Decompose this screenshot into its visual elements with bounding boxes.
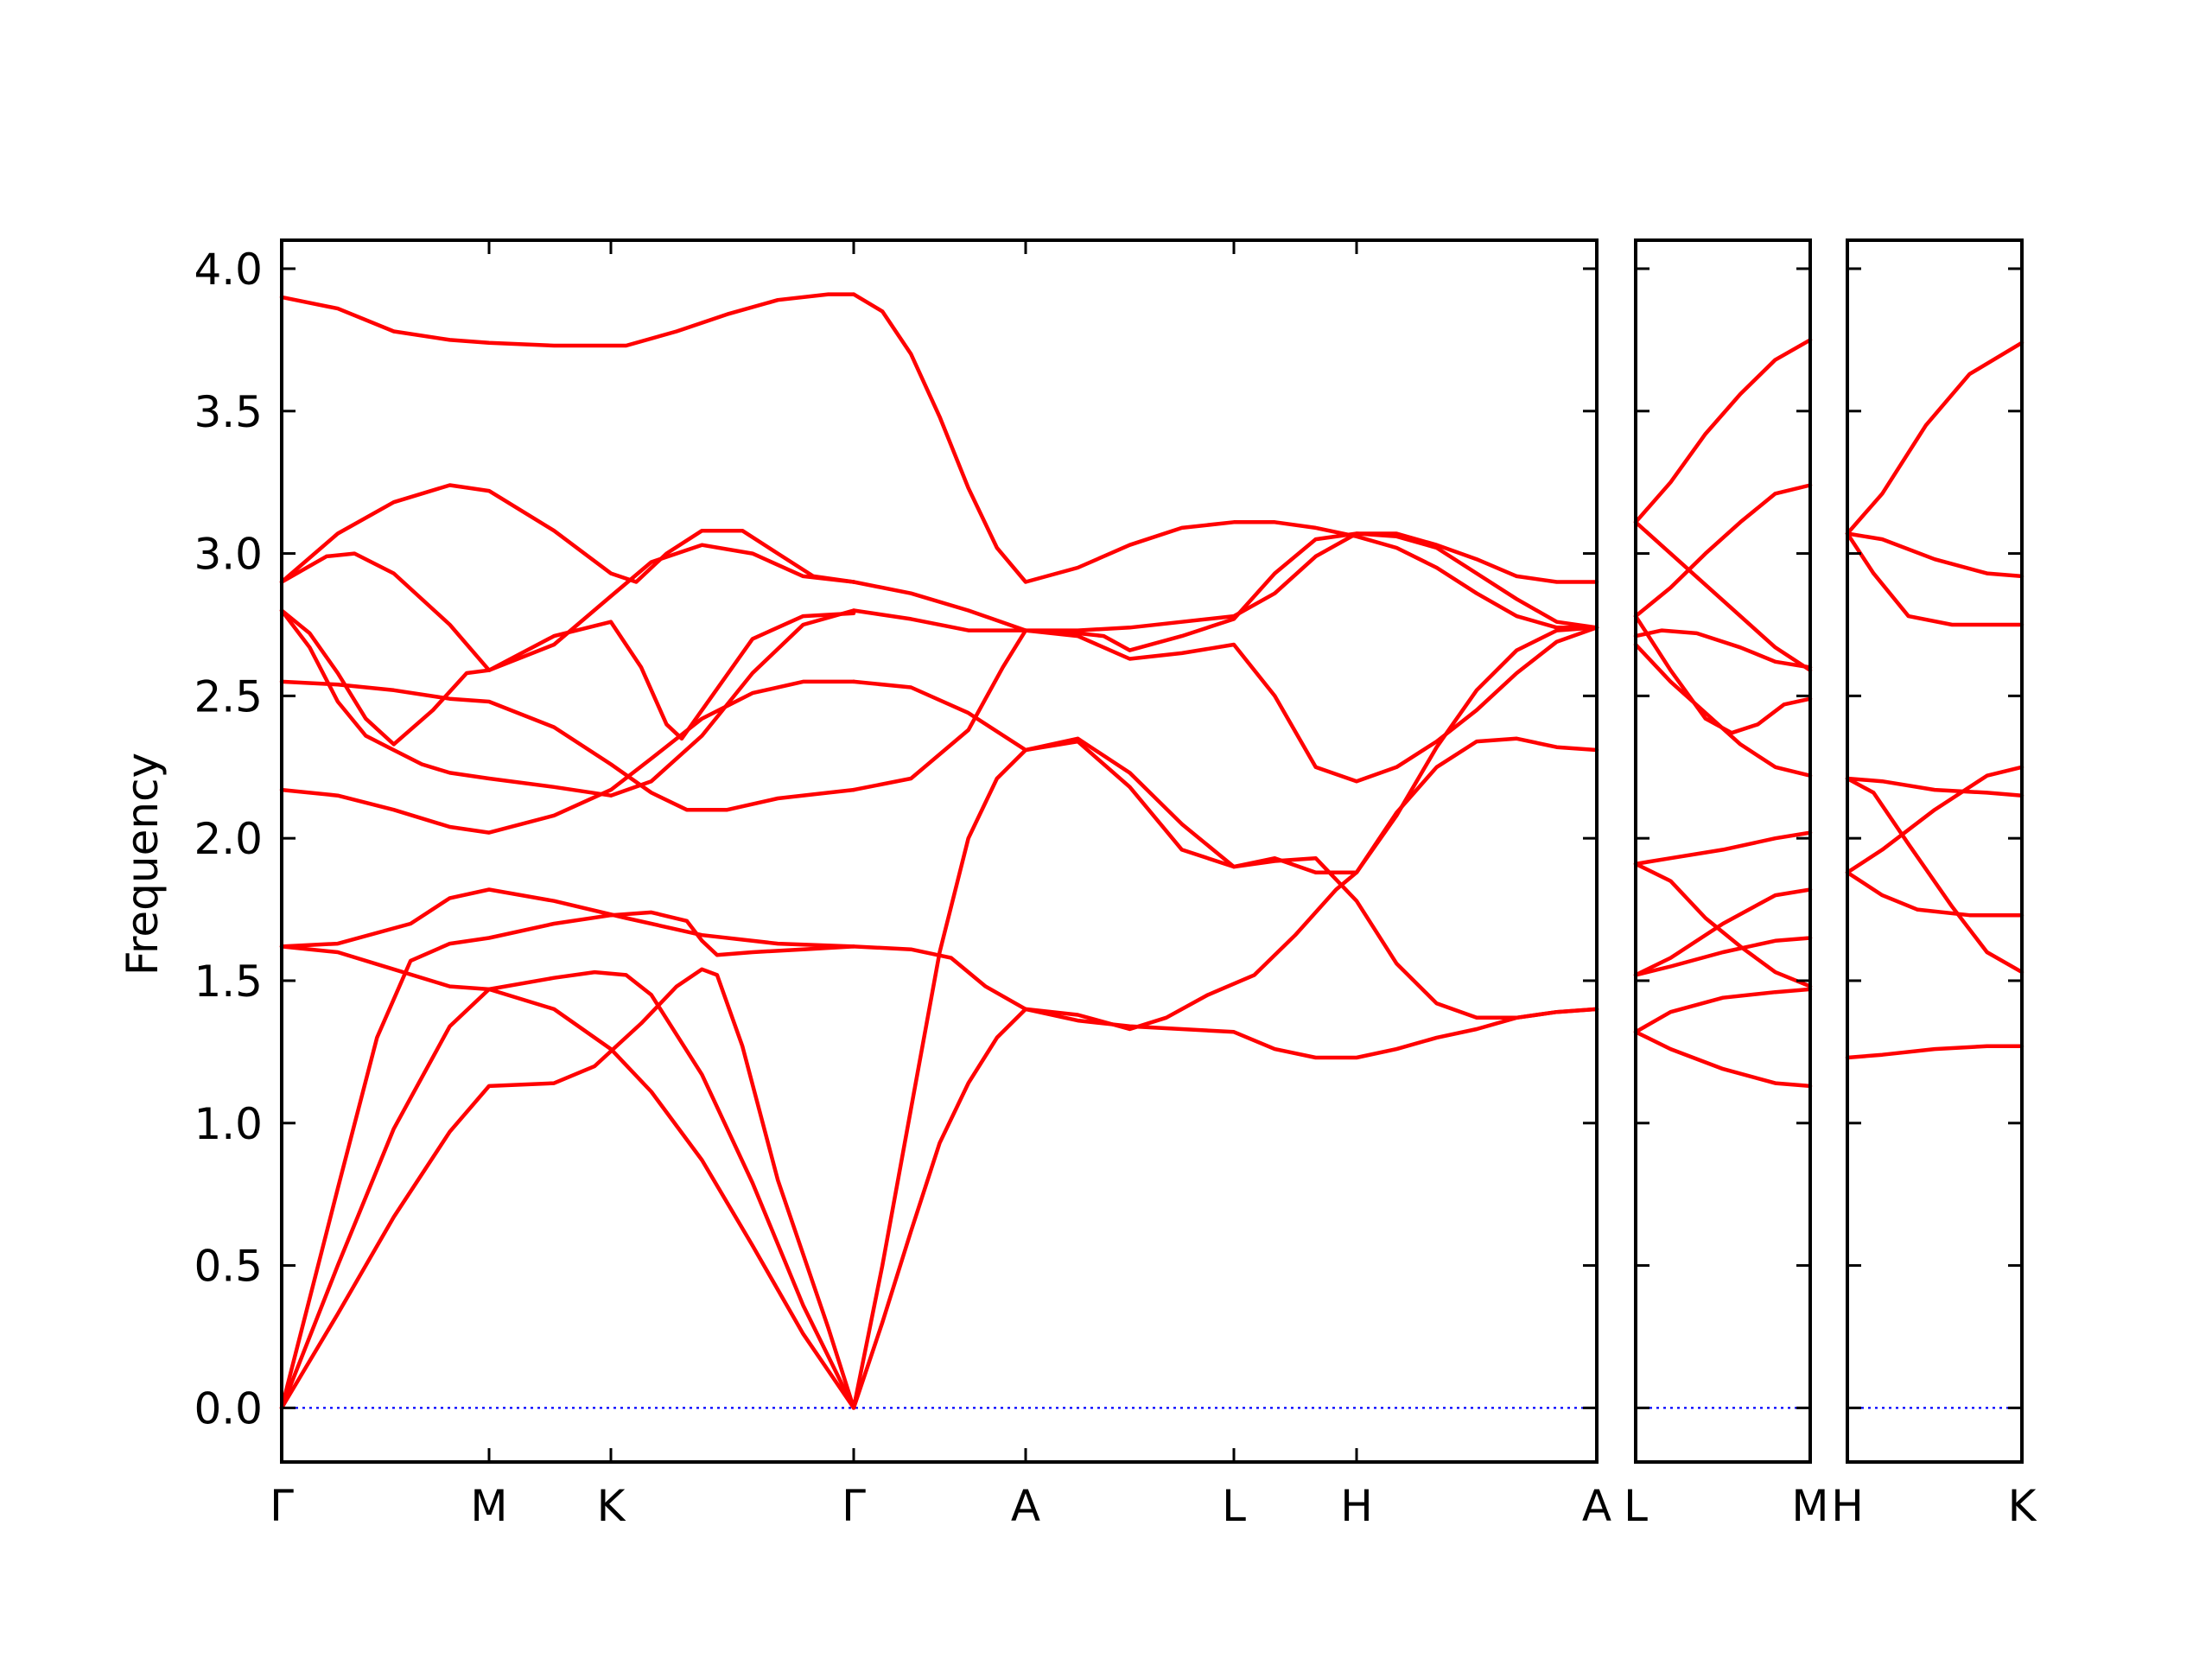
y-tick-label: 4.0 — [194, 245, 263, 295]
band-line — [851, 626, 1599, 874]
band-line — [851, 531, 1599, 652]
x-tick-label: Γ — [842, 1481, 866, 1531]
band-line — [279, 292, 856, 348]
y-tick-label: 1.0 — [194, 1099, 263, 1149]
x-tick-label: Γ — [270, 1481, 294, 1531]
y-tick-label: 2.0 — [194, 814, 263, 864]
band-line — [279, 543, 856, 672]
y-tick-label: 0.0 — [194, 1383, 263, 1433]
x-tick-label: L — [1222, 1481, 1246, 1531]
plot-frame — [280, 238, 1599, 1464]
band-line — [1633, 861, 1813, 988]
x-tick-label: H — [1340, 1481, 1373, 1531]
plot-frame — [1634, 238, 1812, 1464]
y-tick-label: 3.5 — [194, 387, 263, 437]
band-line — [279, 910, 856, 1410]
plot-panels: 0.00.51.01.52.02.53.03.54.0Γ M K Γ A L H A L M H K — [194, 238, 2037, 1531]
band-line — [279, 608, 856, 747]
band-line — [1633, 628, 1813, 670]
band-line — [851, 736, 1599, 1410]
band-line — [1845, 776, 2024, 798]
x-tick-label: A — [1582, 1481, 1611, 1531]
band-line — [279, 969, 856, 1410]
band-line — [1845, 870, 2024, 918]
band-line — [279, 887, 856, 949]
band-line — [279, 967, 856, 1410]
y-axis-label: Frequency — [118, 753, 168, 976]
band-line — [279, 483, 856, 584]
band-line — [279, 944, 856, 1410]
band-line — [851, 944, 1599, 1060]
band-line — [1633, 483, 1813, 619]
band-line — [1633, 987, 1813, 1034]
band-line — [1845, 531, 2024, 579]
band-line — [279, 679, 856, 835]
x-tick-label: A — [1011, 1481, 1040, 1531]
band-line — [1845, 1044, 2024, 1060]
band-line — [1845, 776, 2024, 975]
x-tick-label: M — [1791, 1481, 1828, 1531]
band-line — [1633, 338, 1813, 524]
band-line — [1845, 340, 2024, 536]
y-tick-label: 1.5 — [194, 957, 263, 1007]
band-line — [851, 608, 1599, 784]
panel-1: 0.0 0.5 1.0 1.5 2.0 2.5 3.0 3.5 4.0 Γ M K Γ A L H A — [194, 238, 1611, 1531]
plot-frame — [1846, 238, 2024, 1464]
y-tick-label: 3.0 — [194, 530, 263, 580]
band-line — [279, 679, 856, 812]
x-tick-label: H — [1831, 1481, 1864, 1531]
band-line — [851, 736, 1599, 1410]
band-line — [1845, 531, 2024, 627]
y-tick-label: 2.5 — [194, 671, 263, 721]
x-tick-label: M — [470, 1481, 507, 1531]
band-line — [851, 531, 1599, 792]
band-line — [1845, 765, 2024, 874]
x-tick-label: K — [2008, 1481, 2037, 1531]
x-tick-label: K — [597, 1481, 626, 1531]
x-tick-label: L — [1624, 1481, 1648, 1531]
y-tick-label: 0.5 — [194, 1242, 263, 1292]
band-line — [279, 608, 856, 798]
band-line — [1633, 830, 1813, 867]
band-line — [851, 292, 1599, 630]
band-line — [1633, 887, 1813, 977]
band-line — [1633, 520, 1813, 672]
band-line — [1633, 613, 1813, 735]
band-line — [1633, 1030, 1813, 1089]
band-line — [1633, 936, 1813, 977]
